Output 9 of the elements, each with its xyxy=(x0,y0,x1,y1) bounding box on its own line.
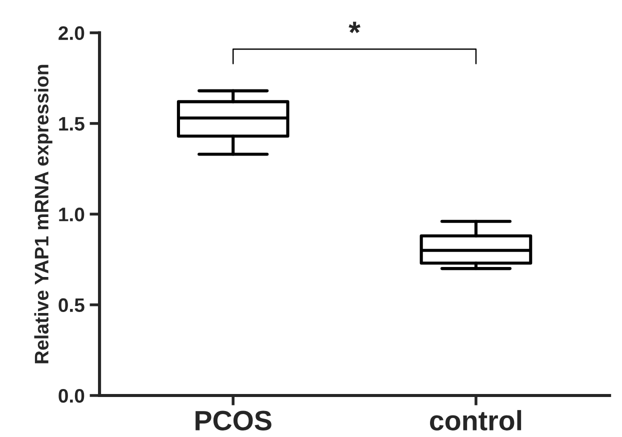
y-axis-title: Relative YAP1 mRNA expression xyxy=(34,64,52,364)
y-tick-label: 0.5 xyxy=(58,298,84,312)
y-tick-label: 2.0 xyxy=(58,26,84,40)
x-tick-label: PCOS xyxy=(196,410,272,430)
x-tick-label: control xyxy=(430,410,522,430)
y-tick-label: 1.5 xyxy=(59,117,84,131)
y-tick-label: 0.0 xyxy=(58,388,84,403)
annotation: * xyxy=(348,22,360,34)
y-tick-label: 1.0 xyxy=(59,208,84,222)
